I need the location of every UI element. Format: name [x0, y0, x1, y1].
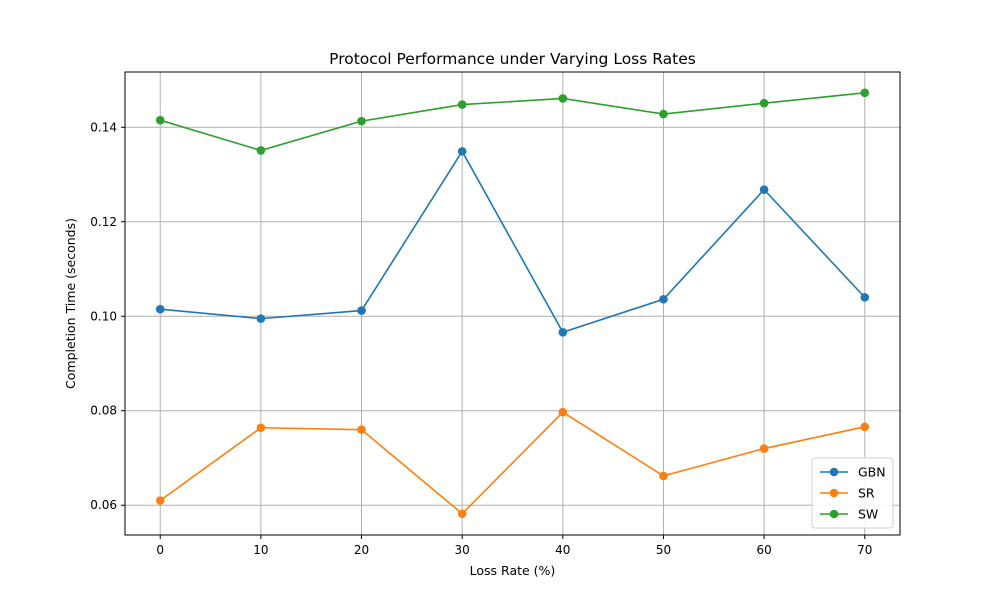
x-tick-label: 60 — [756, 543, 771, 557]
data-point-gbn — [357, 306, 366, 315]
legend-marker-sw — [829, 509, 839, 519]
data-point-sw — [357, 116, 366, 126]
y-tick-label: 0.12 — [90, 215, 117, 229]
x-tick-label: 0 — [156, 543, 164, 557]
data-point-sr — [155, 496, 165, 505]
data-point-sw — [759, 98, 769, 108]
x-tick-label: 20 — [354, 543, 369, 557]
y-tick-label: 0.06 — [90, 498, 117, 512]
data-point-gbn — [256, 314, 266, 323]
data-point-sw — [558, 94, 568, 103]
data-point-gbn — [457, 147, 467, 156]
data-point-gbn — [759, 185, 769, 194]
x-tick-label: 50 — [656, 543, 671, 557]
legend-label-sr: SR — [858, 486, 875, 501]
series-line-sr — [159, 411, 865, 515]
series-line-gbn — [160, 149, 866, 334]
data-point-gbn — [860, 293, 870, 302]
data-point-sw — [155, 115, 165, 125]
data-point-gbn — [659, 294, 668, 304]
legend-marker-sr — [829, 488, 839, 498]
data-point-sr — [457, 509, 467, 519]
data-point-sr — [860, 422, 870, 432]
series-line-sw — [159, 91, 865, 152]
data-point-sw — [659, 109, 668, 119]
data-point-sr — [759, 444, 769, 453]
series-group — [155, 88, 870, 519]
data-point-sw — [860, 88, 870, 98]
legend-label-gbn: GBN — [858, 465, 886, 480]
data-point-sw — [457, 100, 467, 109]
data-point-sr — [558, 407, 568, 417]
y-tick-label: 0.10 — [90, 309, 117, 323]
data-point-gbn — [155, 304, 165, 314]
data-point-sr — [256, 423, 266, 433]
x-axis-label: Loss Rate (%) — [470, 563, 556, 578]
legend-marker-gbn — [829, 467, 839, 477]
legend-label-sw: SW — [858, 507, 878, 522]
legend: GBN SR SW — [811, 457, 894, 529]
y-tick-label: 0.08 — [90, 404, 117, 418]
y-axis-label: Completion Time (seconds) — [63, 218, 78, 389]
y-tick-label: 0.14 — [90, 120, 117, 134]
x-tick-label: 30 — [455, 543, 470, 557]
plot-area-frame — [124, 71, 901, 536]
x-tick-label: 40 — [555, 543, 570, 557]
x-tick-label: 70 — [857, 543, 872, 557]
data-point-sr — [659, 471, 668, 481]
chart-title: Protocol Performance under Varying Loss … — [329, 50, 696, 68]
data-point-sw — [256, 146, 266, 155]
x-tick-label: 10 — [253, 543, 268, 557]
grid — [125, 72, 900, 535]
data-point-gbn — [558, 328, 568, 337]
axis-ticks: 0 10 20 30 40 50 60 70 0.06 0.08 0.10 0.12 0.14 — [90, 120, 872, 557]
data-point-sr — [357, 425, 366, 434]
